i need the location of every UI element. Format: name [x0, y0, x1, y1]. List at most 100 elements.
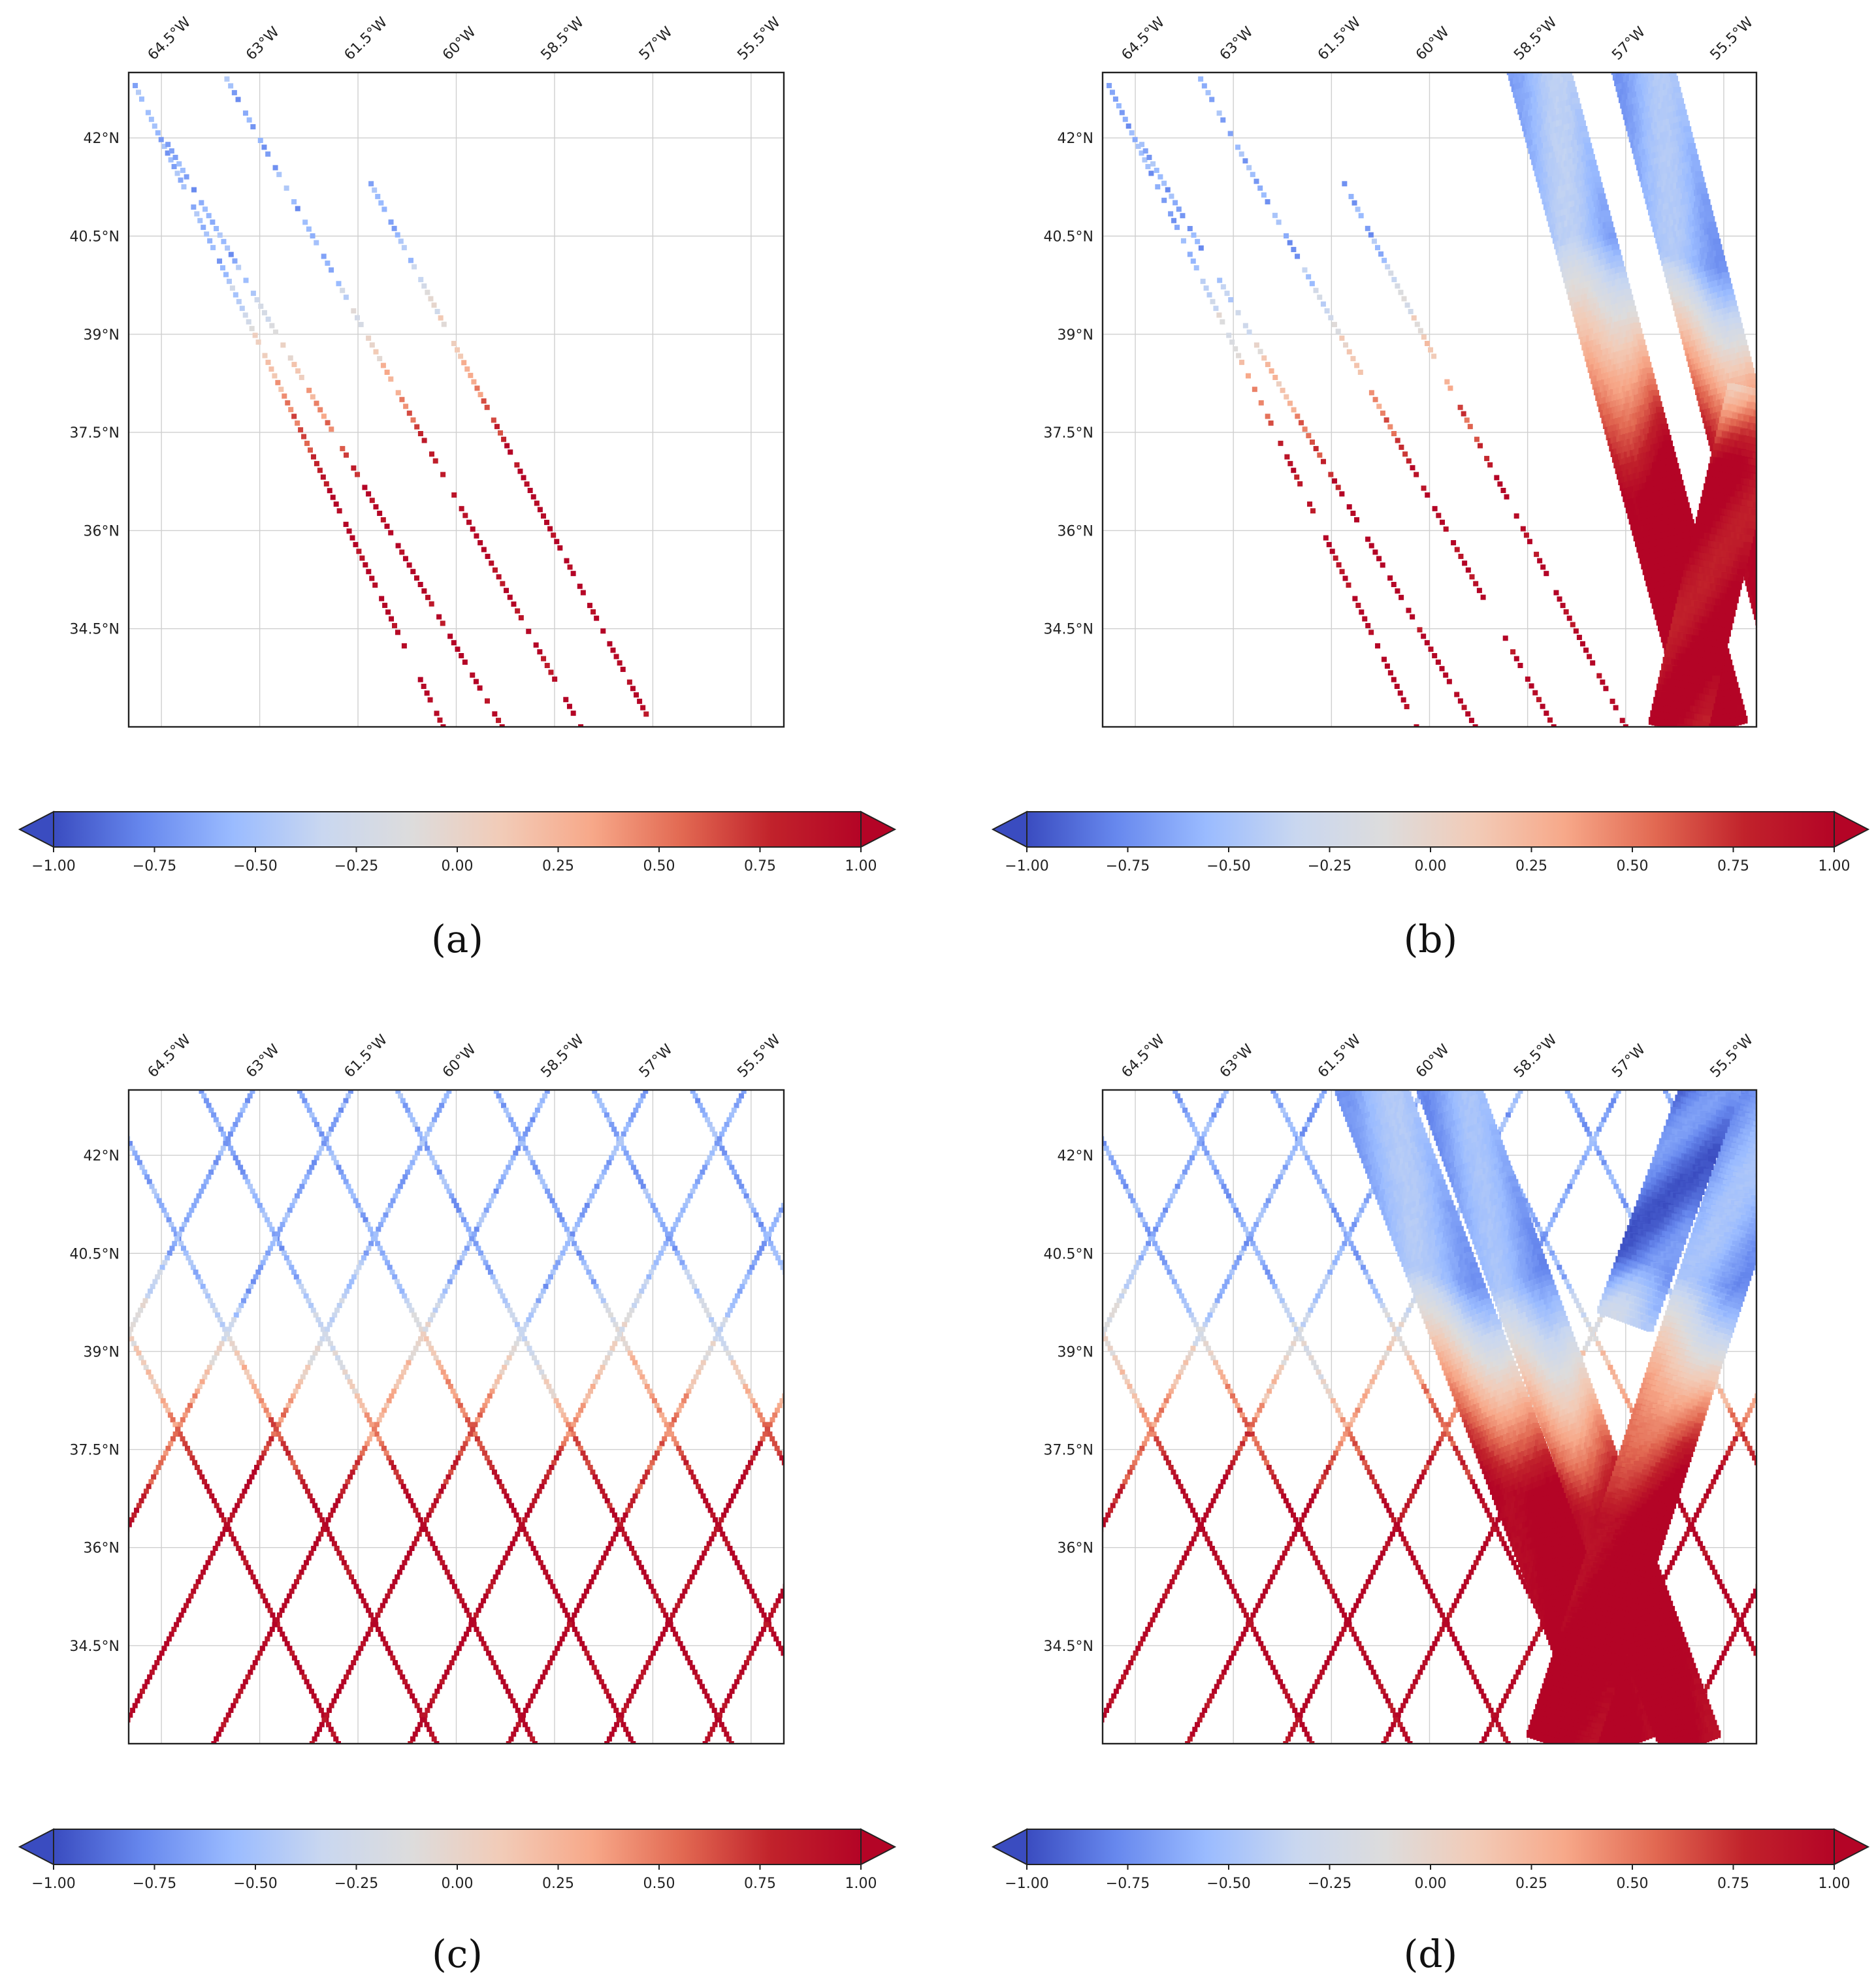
- track-point: [1180, 238, 1186, 244]
- swath-cell: [1760, 575, 1768, 583]
- track-point: [563, 697, 569, 703]
- swath-cell: [1797, 559, 1805, 567]
- swath-cell: [1801, 600, 1809, 607]
- track-point: [548, 669, 554, 675]
- track-point: [381, 206, 387, 212]
- swath-cell: [1785, 574, 1793, 582]
- colorbar-body: [54, 812, 861, 847]
- swath-cell: [1757, 503, 1765, 511]
- track-point: [1375, 245, 1381, 251]
- track-point: [434, 309, 440, 315]
- track-point: [242, 110, 248, 116]
- track-point: [310, 233, 315, 239]
- track-point: [1381, 656, 1387, 662]
- swath-cell: [1794, 560, 1802, 568]
- track-point: [1180, 213, 1186, 219]
- track-point: [626, 679, 632, 685]
- track-point: [511, 601, 517, 607]
- swath-cell: [1767, 626, 1775, 634]
- track-point: [417, 582, 423, 588]
- track-point: [451, 492, 457, 498]
- swath-cell: [1771, 487, 1779, 495]
- track-point: [1454, 692, 1460, 697]
- track-point: [428, 296, 434, 302]
- swath-cell: [1507, 56, 1515, 63]
- track-point: [1122, 116, 1128, 122]
- track-point: [1350, 356, 1356, 362]
- track-point: [1323, 535, 1329, 541]
- swath-cell: [1787, 532, 1794, 539]
- swath-cell: [1767, 615, 1775, 622]
- track-point: [343, 521, 349, 527]
- track-point: [395, 543, 401, 549]
- track-point: [1171, 217, 1177, 223]
- swath-cell: [1770, 470, 1778, 477]
- track-point: [429, 601, 434, 607]
- track-point: [1424, 340, 1430, 346]
- track-point: [1295, 253, 1301, 259]
- track-point: [291, 362, 297, 368]
- swath-cell: [1771, 583, 1779, 591]
- track-point: [1154, 167, 1159, 173]
- track-point: [1383, 417, 1389, 423]
- track-point: [285, 400, 291, 406]
- track-point: [1233, 346, 1238, 352]
- swath-cell: [1775, 607, 1783, 615]
- track-point: [1372, 396, 1378, 402]
- track-point: [135, 89, 141, 95]
- track-point: [1227, 131, 1233, 136]
- swath-cell: [1548, 56, 1556, 64]
- swath-cell: [1648, 52, 1656, 59]
- swath-cell: [1664, 53, 1672, 61]
- swath-cell: [1560, 53, 1568, 61]
- track-point: [526, 628, 532, 634]
- swath-cell: [1769, 620, 1777, 628]
- track-point: [470, 672, 476, 678]
- track-point: [607, 641, 613, 647]
- track-point: [1362, 616, 1368, 622]
- colorbar-extend-max: [860, 810, 897, 848]
- swath-cell: [1548, 44, 1556, 52]
- track-point: [1387, 575, 1393, 581]
- swath-cell: [1810, 621, 1818, 629]
- track-point: [329, 426, 334, 432]
- swath-cell: [1804, 587, 1812, 595]
- track-point: [1443, 526, 1449, 532]
- swath-cell: [1561, 59, 1569, 67]
- track-point: [474, 385, 480, 391]
- track-point: [431, 302, 437, 308]
- track-point: [1335, 328, 1341, 334]
- track-point: [1245, 373, 1251, 379]
- x-tick-label: 60°W: [440, 24, 479, 63]
- swath-cell: [1768, 458, 1775, 466]
- track-point: [1504, 494, 1510, 500]
- track-point: [273, 329, 279, 335]
- swath-cell: [1777, 582, 1785, 590]
- track-point: [1623, 724, 1628, 727]
- track-point: [258, 303, 264, 309]
- track-point: [172, 155, 178, 161]
- swath-cell: [1768, 530, 1775, 538]
- swath-cell: [1769, 548, 1777, 556]
- track-point: [1257, 185, 1263, 191]
- swath-cell: [1758, 629, 1766, 637]
- track-point: [191, 187, 197, 193]
- track-point: [169, 148, 174, 154]
- swath-cell: [1782, 635, 1790, 643]
- swath-cell: [1771, 607, 1779, 615]
- swath-cell: [1758, 497, 1766, 505]
- track-point: [1525, 676, 1530, 682]
- swath-cell: [1773, 613, 1781, 621]
- swath-cell: [1555, 48, 1563, 56]
- track-point: [320, 474, 326, 480]
- swath-cell: [1770, 614, 1778, 622]
- track-point: [1513, 513, 1519, 519]
- track-point: [1357, 370, 1363, 376]
- swath-cell: [1771, 463, 1779, 471]
- track-point: [1302, 267, 1308, 273]
- track-point: [262, 353, 268, 359]
- colorbar-tick-label: 0.25: [542, 858, 574, 874]
- swath-cell: [1791, 536, 1799, 544]
- track-point: [353, 541, 359, 547]
- swath-cell: [1779, 551, 1787, 559]
